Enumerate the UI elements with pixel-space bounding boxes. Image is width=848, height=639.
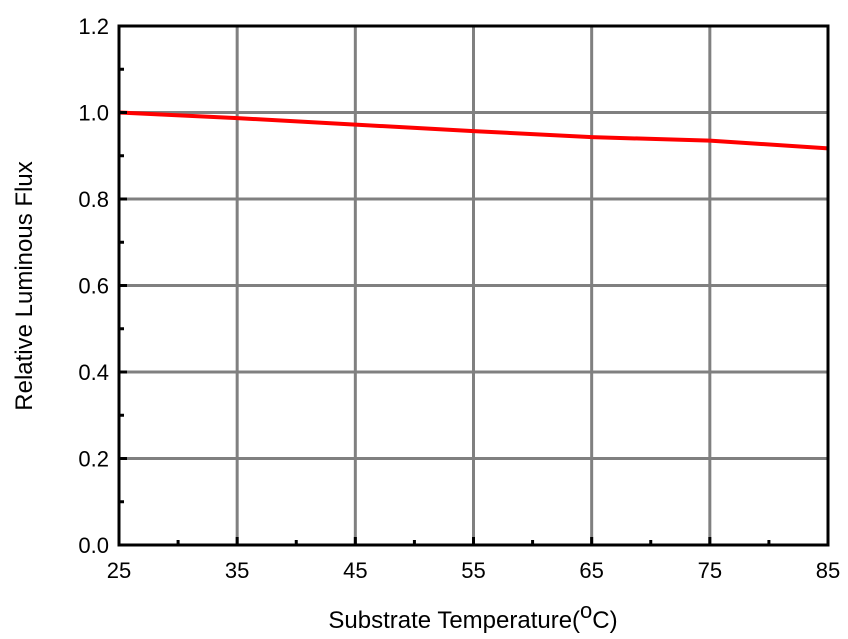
x-axis-title-suffix: C) [592, 607, 617, 634]
x-tick-label: 85 [816, 558, 840, 583]
y-tick-label: 0.2 [78, 447, 109, 472]
y-tick-label: 0.8 [78, 187, 109, 212]
y-axis-title: Relative Luminous Flux [11, 161, 38, 410]
x-tick-label: 75 [698, 558, 722, 583]
x-tick-label: 45 [343, 558, 367, 583]
x-tick-label: 35 [225, 558, 249, 583]
y-tick-label: 0.0 [78, 533, 109, 558]
y-tick-label: 0.4 [78, 360, 109, 385]
grid [119, 26, 828, 545]
x-tick-label: 65 [579, 558, 603, 583]
y-tick-label: 1.0 [78, 101, 109, 126]
series-line [118, 110, 829, 151]
y-tick-label: 0.6 [78, 274, 109, 299]
tick-labels: 25 35 45 55 65 75 85 0.0 0.2 0.4 0.6 0.8 1.0 1.2 [78, 14, 840, 583]
x-tick-label: 25 [107, 558, 131, 583]
x-axis-title: Substrate Temperature(oC) [328, 598, 617, 634]
series-layer [118, 110, 829, 151]
x-tick-label: 55 [461, 558, 485, 583]
x-axis-title-superscript: o [580, 598, 592, 623]
x-axis-title-main: Substrate Temperature( [328, 607, 580, 634]
axes [117, 24, 830, 547]
y-tick-label: 1.2 [78, 14, 109, 39]
